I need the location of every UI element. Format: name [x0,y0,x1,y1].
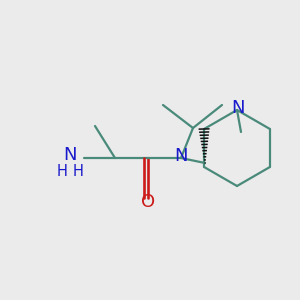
Text: H: H [73,164,83,179]
Text: N: N [231,99,245,117]
Text: O: O [141,193,155,211]
Text: N: N [174,147,188,165]
Text: N: N [63,146,77,164]
Text: H: H [57,164,68,179]
